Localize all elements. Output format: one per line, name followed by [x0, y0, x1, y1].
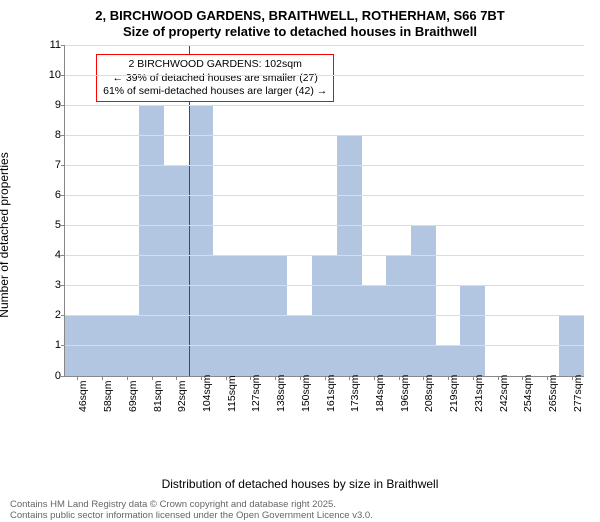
y-tick-mark: [61, 345, 65, 346]
y-tick-mark: [61, 376, 65, 377]
y-tick-mark: [61, 45, 65, 46]
y-tick-mark: [61, 255, 65, 256]
gridline: [65, 255, 584, 256]
x-tick-label: 219sqm: [448, 374, 460, 411]
x-axis-label: Distribution of detached houses by size …: [10, 477, 590, 491]
bar: [164, 165, 189, 376]
x-tick-mark: [448, 376, 449, 380]
y-tick-label: 0: [39, 370, 61, 382]
gridline: [65, 195, 584, 196]
bar: [411, 225, 436, 375]
y-tick-label: 5: [39, 219, 61, 231]
y-tick-label: 6: [39, 189, 61, 201]
bar: [362, 285, 387, 375]
y-tick-label: 9: [39, 99, 61, 111]
footer-line-1: Contains HM Land Registry data © Crown c…: [10, 499, 590, 511]
gridline: [65, 45, 584, 46]
x-tick-mark: [300, 376, 301, 380]
x-tick-mark: [152, 376, 153, 380]
x-tick-label: 92sqm: [176, 380, 188, 412]
plot-wrap: Number of detached properties 2 BIRCHWOO…: [10, 45, 590, 425]
y-tick-label: 4: [39, 249, 61, 261]
x-tick-label: 161sqm: [325, 374, 337, 411]
gridline: [65, 315, 584, 316]
x-tick-mark: [349, 376, 350, 380]
x-tick-mark: [176, 376, 177, 380]
bar: [436, 345, 461, 375]
title-line-2: Size of property relative to detached ho…: [10, 24, 590, 40]
gridline: [65, 135, 584, 136]
x-tick-mark: [498, 376, 499, 380]
y-tick-mark: [61, 105, 65, 106]
x-tick-mark: [102, 376, 103, 380]
y-tick-label: 8: [39, 129, 61, 141]
x-tick-label: 150sqm: [300, 374, 312, 411]
footer-note: Contains HM Land Registry data © Crown c…: [10, 499, 590, 522]
y-tick-label: 11: [39, 39, 61, 51]
x-tick-label: 208sqm: [423, 374, 435, 411]
x-tick-mark: [325, 376, 326, 380]
y-tick-mark: [61, 75, 65, 76]
y-tick-label: 1: [39, 339, 61, 351]
y-tick-mark: [61, 225, 65, 226]
x-tick-label: 242sqm: [498, 374, 510, 411]
x-tick-label: 81sqm: [152, 380, 164, 412]
y-tick-label: 7: [39, 159, 61, 171]
x-tick-mark: [275, 376, 276, 380]
annotation-box: 2 BIRCHWOOD GARDENS: 102sqm ← 39% of det…: [96, 54, 334, 101]
y-tick-mark: [61, 315, 65, 316]
gridline: [65, 105, 584, 106]
gridline: [65, 285, 584, 286]
x-tick-label: 231sqm: [473, 374, 485, 411]
x-tick-label: 184sqm: [374, 374, 386, 411]
bar: [139, 105, 164, 376]
annotation-line-3: 61% of semi-detached houses are larger (…: [103, 85, 327, 98]
x-tick-mark: [77, 376, 78, 380]
x-tick-mark: [226, 376, 227, 380]
x-tick-mark: [423, 376, 424, 380]
x-tick-mark: [473, 376, 474, 380]
gridline: [65, 345, 584, 346]
chart-title: 2, BIRCHWOOD GARDENS, BRAITHWELL, ROTHER…: [10, 8, 590, 41]
y-tick-label: 3: [39, 279, 61, 291]
footer-line-2: Contains public sector information licen…: [10, 510, 590, 522]
x-tick-mark: [399, 376, 400, 380]
x-tick-label: 254sqm: [522, 374, 534, 411]
gridline: [65, 225, 584, 226]
y-tick-mark: [61, 195, 65, 196]
x-tick-label: 69sqm: [127, 380, 139, 412]
y-tick-label: 2: [39, 309, 61, 321]
bar: [460, 285, 485, 375]
y-tick-mark: [61, 285, 65, 286]
x-tick-mark: [572, 376, 573, 380]
bar: [189, 105, 214, 376]
y-axis-label: Number of detached properties: [0, 152, 11, 317]
x-tick-label: 104sqm: [201, 374, 213, 411]
x-tick-label: 173sqm: [349, 374, 361, 411]
y-tick-mark: [61, 135, 65, 136]
x-tick-mark: [374, 376, 375, 380]
title-line-1: 2, BIRCHWOOD GARDENS, BRAITHWELL, ROTHER…: [10, 8, 590, 24]
y-tick-label: 10: [39, 69, 61, 81]
x-tick-label: 46sqm: [77, 380, 89, 412]
x-tick-label: 196sqm: [399, 374, 411, 411]
x-tick-label: 138sqm: [275, 374, 287, 411]
chart-container: 2, BIRCHWOOD GARDENS, BRAITHWELL, ROTHER…: [0, 0, 600, 500]
x-tick-mark: [547, 376, 548, 380]
gridline: [65, 165, 584, 166]
x-tick-label: 277sqm: [572, 374, 584, 411]
annotation-line-1: 2 BIRCHWOOD GARDENS: 102sqm: [103, 58, 327, 71]
x-tick-mark: [127, 376, 128, 380]
y-tick-mark: [61, 165, 65, 166]
x-tick-mark: [201, 376, 202, 380]
x-tick-label: 265sqm: [547, 374, 559, 411]
x-tick-mark: [522, 376, 523, 380]
x-tick-label: 127sqm: [250, 374, 262, 411]
x-tick-label: 115sqm: [226, 375, 238, 412]
annotation-line-2: ← 39% of detached houses are smaller (27…: [103, 72, 327, 85]
plot-area: 2 BIRCHWOOD GARDENS: 102sqm ← 39% of det…: [64, 45, 584, 377]
x-tick-label: 58sqm: [102, 380, 114, 412]
x-tick-mark: [250, 376, 251, 380]
gridline: [65, 75, 584, 76]
